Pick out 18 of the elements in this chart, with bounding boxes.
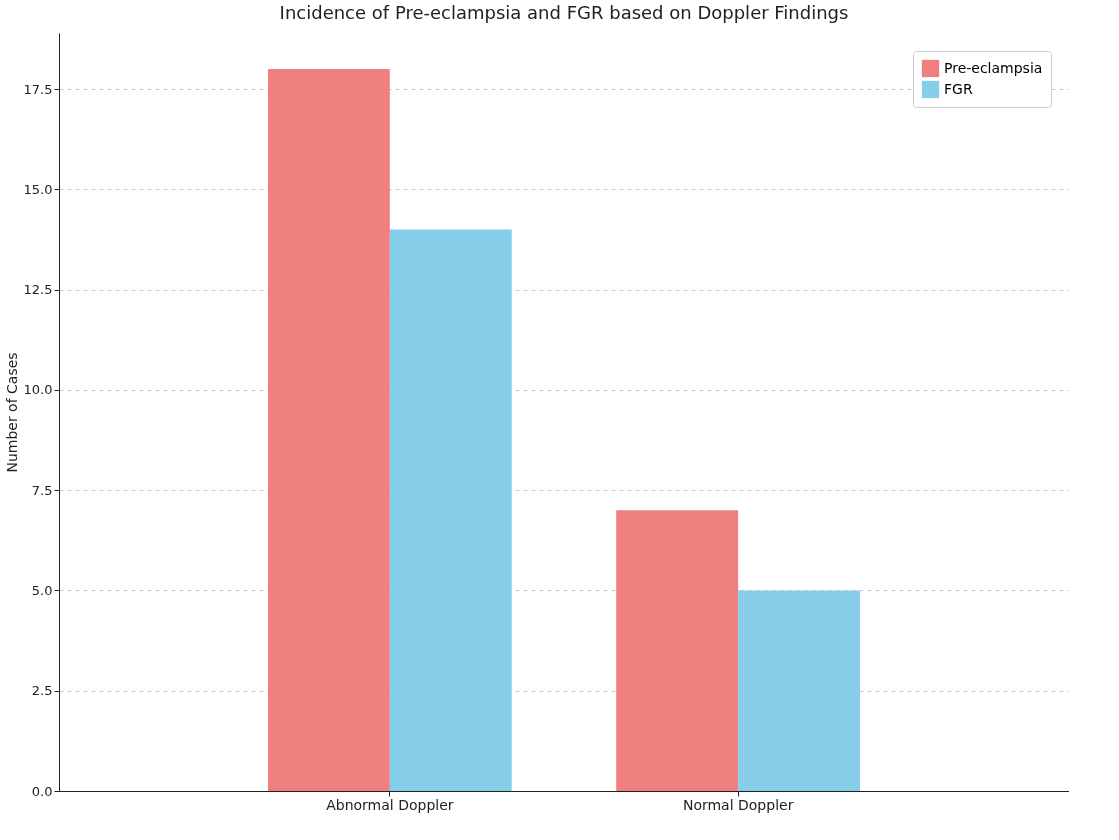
x-tick-label: Normal Doppler xyxy=(682,796,794,813)
y-tick-label: 0.0 xyxy=(31,783,53,799)
legend-label: FGR xyxy=(944,80,973,97)
bar xyxy=(738,590,861,791)
y-tick-label: 2.5 xyxy=(31,683,53,699)
x-tick-label: Abnormal Doppler xyxy=(326,796,454,813)
chart-title: Incidence of Pre-eclampsia and FGR based on Doppler Findings xyxy=(279,2,849,23)
y-tick-label: 15.0 xyxy=(23,181,53,197)
bar xyxy=(267,69,390,791)
y-axis-title: Number of Cases xyxy=(3,352,20,473)
y-tick-label: 12.5 xyxy=(23,282,53,298)
bar xyxy=(616,510,739,791)
y-tick-label: 10.0 xyxy=(23,382,53,398)
bar xyxy=(389,229,512,791)
y-tick-label: 17.5 xyxy=(23,81,53,97)
y-tick-label: 7.5 xyxy=(31,482,53,498)
legend-label: Pre-eclampsia xyxy=(944,59,1043,76)
y-tick-label: 5.0 xyxy=(31,582,53,598)
